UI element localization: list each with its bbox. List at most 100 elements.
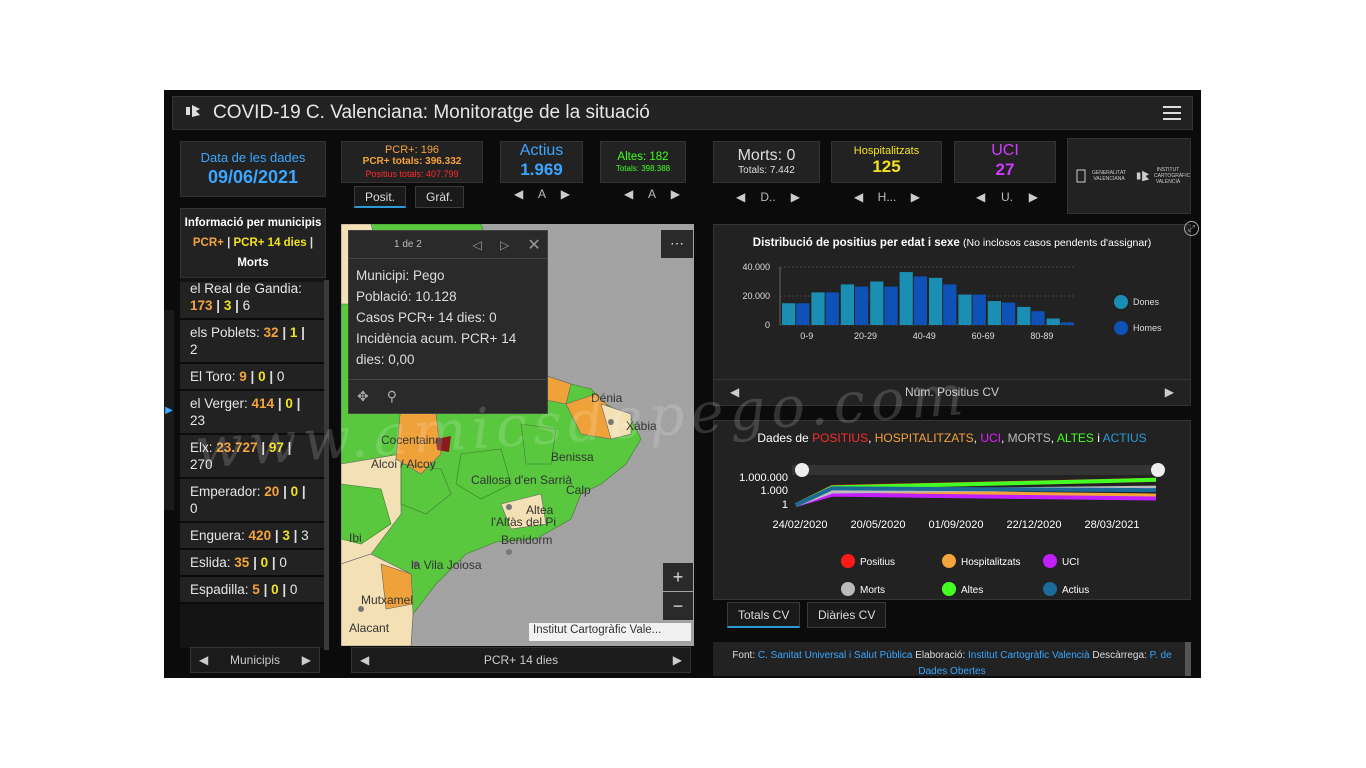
uci-label: UCI [991, 142, 1019, 159]
municipi-item[interactable]: Emperador: 20 | 0 | 0 [180, 479, 326, 523]
x-tick-label: 60-69 [972, 331, 995, 341]
bar-homes [884, 286, 898, 325]
bar-dones [899, 272, 913, 325]
popup-close-icon[interactable]: ✕ [527, 236, 541, 254]
legend-swatch [841, 554, 855, 568]
municipi-morts: 0 [190, 501, 198, 516]
separator: | [249, 555, 261, 570]
popup-prev-icon[interactable]: ◁ [472, 237, 482, 252]
tab-diaries-cv[interactable]: Diàries CV [807, 602, 887, 628]
chevron-left-icon[interactable]: ◀ [199, 653, 209, 667]
icv-link[interactable]: Institut Cartogràfic Valencià [968, 650, 1090, 661]
separator: | [278, 325, 290, 340]
chevron-right-icon[interactable]: ▶ [560, 187, 570, 201]
hamburger-menu-icon[interactable] [1152, 106, 1192, 120]
municipi-item[interactable]: El Toro: 9 | 0 | 0 [180, 364, 326, 391]
place-altea: Altea [526, 503, 554, 517]
map-view[interactable]: Dénia Xàbia Alcoi / Alcoy Callosa d'en S… [341, 224, 694, 646]
bar-dones [929, 277, 943, 325]
range-slider-track [792, 465, 1164, 475]
municipi-item[interactable]: Elx: 23.727 | 97 | 270 [180, 435, 326, 479]
chevron-left-icon[interactable]: ◀ [736, 190, 746, 204]
series-line-actius [795, 486, 1157, 507]
municipi-item[interactable]: Eslida: 35 | 0 | 0 [180, 550, 326, 577]
place-alfas: l'Alfàs del Pi [491, 515, 556, 529]
zoom-out-button[interactable]: − [663, 592, 693, 620]
chevron-left-icon[interactable]: ◀ [360, 653, 370, 667]
chevron-right-icon[interactable]: ▶ [670, 187, 680, 201]
chevron-left-icon[interactable]: ◀ [514, 187, 524, 201]
morts-nav-label: D.. [760, 190, 776, 204]
bar-dones [782, 303, 796, 325]
map-popup: 1 de 2 ◁ ▷ ✕ Municipi: Pego Població: 10… [348, 230, 548, 414]
actius-nav: ◀ A ▶ [510, 187, 574, 201]
municipi-name: El Toro: [190, 369, 240, 384]
place-vila-joiosa: la Vila Joiosa [411, 558, 482, 572]
municipi-item[interactable]: el Verger: 414 | 0 | 23 [180, 391, 326, 435]
chevron-right-icon[interactable]: ▶ [790, 190, 800, 204]
actius-value: 1.969 [520, 160, 563, 179]
map-canvas: Dénia Xàbia Alcoi / Alcoy Callosa d'en S… [341, 224, 694, 646]
data-date-value: 09/06/2021 [207, 167, 299, 187]
municipi-item[interactable]: el Real de Gandia: 173 | 3 | 6 [180, 282, 326, 320]
municipi-name: Espadilla: [190, 582, 253, 597]
legend-label: Positius [860, 557, 895, 568]
pan-icon[interactable]: ✥ [357, 388, 369, 404]
open-data-link[interactable]: P. de Dades Obertes [918, 650, 1172, 677]
municipi-pcr14: 1 [289, 325, 298, 340]
chevron-left-icon[interactable]: ◀ [624, 187, 634, 201]
legend-label: Hospitalitzats [961, 557, 1020, 568]
chevron-right-icon[interactable]: ▶ [1164, 384, 1174, 399]
place-calp: Calp [566, 483, 591, 497]
left-sidebar-toggle[interactable]: ▶ [164, 310, 174, 510]
chevron-right-icon[interactable]: ▶ [301, 653, 311, 667]
hospitalitzats-nav: ◀ H... ▶ [850, 190, 924, 204]
municipi-item[interactable]: els Poblets: 32 | 1 | 2 [180, 320, 326, 364]
municipis-list[interactable]: el Real de Gandia: 173 | 3 | 6 els Poblet… [180, 282, 326, 648]
zoom-in-button[interactable]: + [663, 563, 693, 591]
expand-icon[interactable]: ⤢ [1184, 221, 1199, 236]
pcr-daily: PCR+: 196 [384, 144, 440, 156]
municipis-scrollbar[interactable] [324, 280, 329, 650]
chevron-right-icon[interactable]: ▶ [910, 190, 920, 204]
place-cocentaina: Cocentaina [381, 433, 442, 447]
bar-homes [855, 286, 869, 325]
zoom-to-icon[interactable]: ⚲ [386, 388, 397, 404]
legend-swatch [1114, 295, 1128, 309]
chevron-left-icon[interactable]: ◀ [854, 190, 864, 204]
bar-dones [1017, 306, 1031, 325]
legend-swatch [1043, 554, 1057, 568]
legend-swatch [841, 582, 855, 596]
popup-next-icon[interactable]: ▷ [499, 237, 510, 252]
source-link[interactable]: C. Sanitat Universal i Salut Pública [757, 650, 913, 661]
map-attribution: Institut Cartogràfic Vale... [529, 623, 691, 641]
chevron-left-icon[interactable]: ◀ [976, 190, 986, 204]
municipis-legend: PCR+ | PCR+ 14 dies | [192, 237, 314, 249]
app-header: COVID-19 C. Valenciana: Monitoratge de l… [172, 96, 1193, 130]
chevron-right-icon[interactable]: ▶ [1028, 190, 1038, 204]
uci-card: UCI 27 [954, 141, 1056, 183]
place-benidorm: Benidorm [501, 533, 552, 547]
map-more-button[interactable]: ⋯ [661, 230, 693, 258]
tab-posit[interactable]: Posit. [354, 186, 407, 208]
tab-totals-cv[interactable]: Totals CV [727, 602, 801, 628]
municipi-morts: 6 [242, 298, 251, 313]
separator: | [298, 484, 306, 499]
uci-value: 27 [995, 160, 1015, 179]
municipi-pcr14: 3 [282, 528, 290, 543]
footer-scrollbar[interactable] [1185, 642, 1191, 676]
municipi-item[interactable]: Enguera: 420 | 3 | 3 [180, 523, 326, 550]
gva-logo: GENERALITAT VALENCIANA [1076, 169, 1129, 183]
icv-logo: INSTITUT CARTOGRÀFIC VALENCIÀ [1135, 167, 1190, 185]
page-title: COVID-19 C. Valenciana: Monitoratge de l… [213, 102, 650, 123]
municipi-pcr: 23.727 [216, 440, 258, 455]
chevron-right-icon[interactable]: ▶ [672, 653, 682, 667]
place-benissa: Benissa [551, 450, 594, 464]
municipi-morts: 270 [190, 457, 213, 472]
chevron-left-icon[interactable]: ◀ [730, 384, 740, 399]
municipi-item[interactable]: Espadilla: 5 | 0 | 0 [180, 577, 326, 604]
y-tick-label: 1.000 [760, 485, 788, 497]
tab-graf[interactable]: Gràf. [415, 186, 464, 208]
separator: | [297, 325, 305, 340]
